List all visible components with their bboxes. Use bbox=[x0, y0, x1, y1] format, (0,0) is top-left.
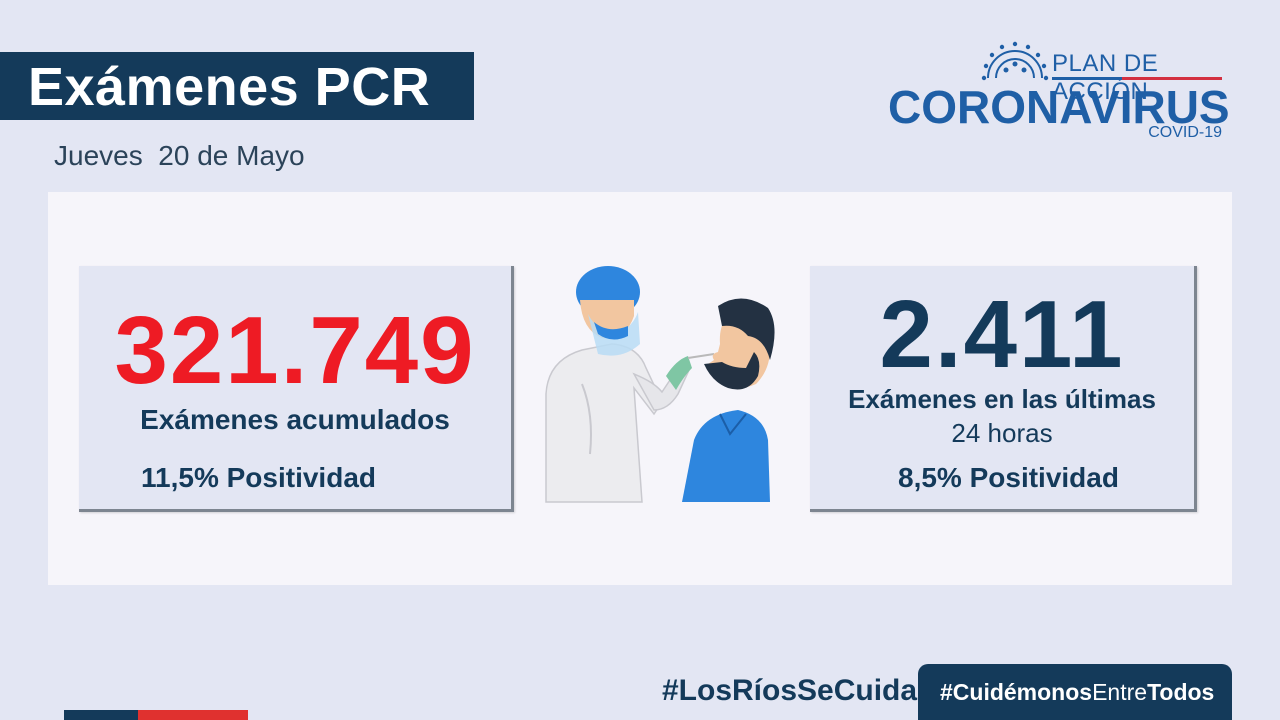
cumulative-value: 321.749 bbox=[114, 297, 476, 404]
page-title: Exámenes PCR bbox=[0, 52, 474, 120]
virus-icon bbox=[981, 41, 1049, 81]
footer-stripe-blue bbox=[64, 710, 138, 720]
hashtag-cuidemonos: #CuidémonosEntreTodos bbox=[918, 664, 1232, 720]
cumulative-card: 321.749 Exámenes acumulados 11,5% Positi… bbox=[79, 266, 514, 512]
hashtag-part-1: #Cuidémonos bbox=[940, 679, 1093, 705]
last24-value: 2.411 bbox=[879, 281, 1125, 388]
logo-covid-text: COVID-19 bbox=[1148, 124, 1222, 141]
last24-card: 2.411 Exámenes en las últimas 24 horas 8… bbox=[810, 266, 1197, 512]
last24-positivity: 8,5% Positividad bbox=[898, 462, 1119, 493]
coronavirus-logo: PLAN DE ACCIÓN CORONAVIRUS COVID-19 bbox=[880, 38, 1230, 148]
logo-brand-text: CORONAVIRUS bbox=[888, 81, 1230, 133]
pcr-test-illustration bbox=[545, 266, 775, 503]
cumulative-label: Exámenes acumulados bbox=[140, 404, 450, 435]
stats-panel: 321.749 Exámenes acumulados 11,5% Positi… bbox=[48, 192, 1232, 585]
cumulative-positivity: 11,5% Positividad bbox=[141, 462, 376, 493]
hashtag-los-rios: #LosRíosSeCuida bbox=[662, 674, 918, 707]
last24-label-line2: 24 horas bbox=[951, 418, 1053, 448]
logo-underline-blue bbox=[1052, 77, 1122, 80]
report-date: Jueves 20 de Mayo bbox=[54, 140, 305, 171]
hashtag-part-3: Todos bbox=[1147, 679, 1215, 705]
logo-plan-text: PLAN DE ACCIÓN bbox=[1052, 50, 1159, 105]
hashtag-part-2: Entre bbox=[1092, 679, 1148, 705]
footer-stripe-red bbox=[138, 710, 248, 720]
last24-label-line1: Exámenes en las últimas bbox=[848, 384, 1156, 414]
logo-underline-red bbox=[1122, 77, 1222, 80]
